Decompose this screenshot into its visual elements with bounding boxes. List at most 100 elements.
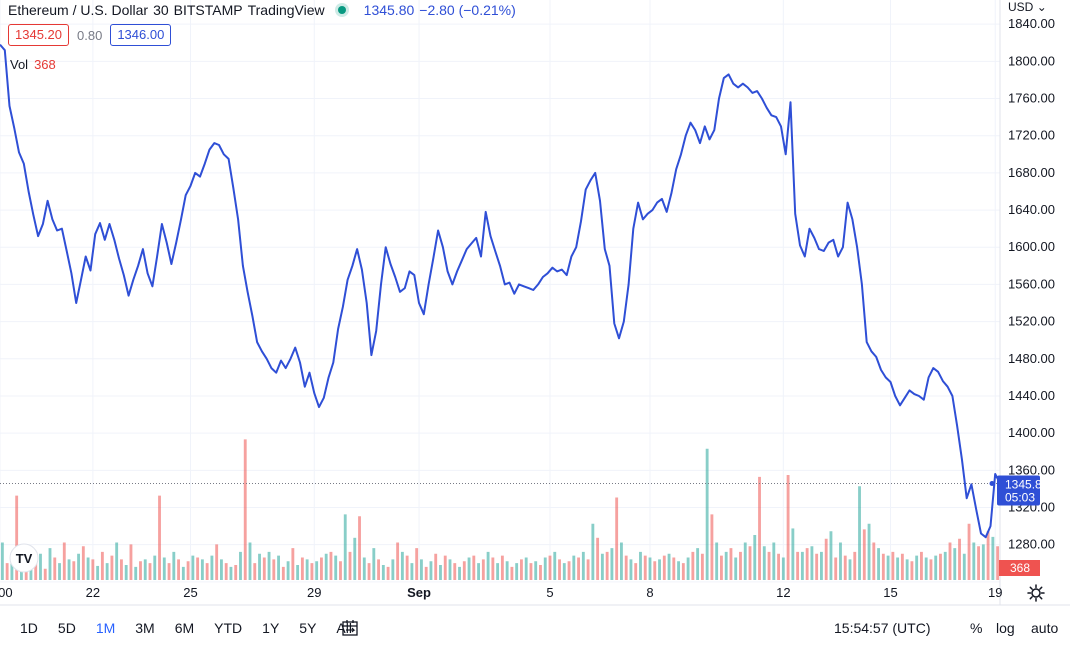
volume-bar: [134, 566, 138, 580]
symbol-name: Ethereum / U.S. Dollar: [8, 2, 149, 18]
volume-bar: [562, 563, 566, 580]
volume-bar: [10, 555, 14, 580]
volume-bar: [96, 565, 100, 580]
volume-bar: [272, 559, 276, 580]
volume-bar: [305, 559, 309, 580]
volume-bar: [948, 542, 952, 580]
volume-bar: [439, 565, 442, 580]
volume-bar: [196, 557, 200, 580]
volume-bar: [29, 566, 33, 580]
volume-bar: [296, 565, 300, 580]
volume-bar: [462, 561, 466, 580]
date-range-icon[interactable]: [340, 618, 360, 641]
x-tick-label: 15: [883, 585, 897, 600]
bottom-toolbar: 1D 5D 1M 3M 6M YTD 1Y 5Y All 15:54:57 (U…: [0, 612, 1070, 644]
utc-clock[interactable]: 15:54:57 (UTC): [834, 620, 931, 636]
y-axis[interactable]: 1840.00 1800.00 1760.00 1720.00 1680.00 1640.…: [999, 0, 1070, 605]
volume-bar: [629, 559, 633, 580]
volume-bar: [520, 559, 523, 580]
volume-bar: [662, 555, 666, 580]
volume-bar: [434, 553, 438, 580]
log-toggle[interactable]: log: [996, 620, 1015, 636]
volume-bar: [410, 563, 414, 580]
volume-bar: [491, 557, 495, 580]
volume-bar: [886, 555, 890, 580]
price-change: −2.80 (−0.21%): [419, 2, 516, 18]
symbol-provider: TradingView: [247, 2, 325, 18]
range-3m[interactable]: 3M: [135, 620, 155, 636]
price-line: [0, 43, 1001, 539]
volume-bar: [310, 563, 314, 580]
volume-bar: [639, 551, 642, 580]
symbol-interval: 30: [153, 2, 169, 18]
volume-bar: [815, 553, 819, 580]
y-tick-label: 1280.00: [1008, 537, 1055, 552]
tradingview-logo[interactable]: TV: [9, 543, 39, 573]
volume-bar: [58, 563, 61, 580]
range-1d[interactable]: 1D: [20, 620, 38, 636]
range-5y[interactable]: 5Y: [299, 620, 317, 636]
ask-price[interactable]: 1346.00: [110, 24, 172, 46]
spread-value: 0.80: [77, 27, 103, 43]
gear-icon[interactable]: [1026, 583, 1046, 608]
volume-bar: [372, 548, 376, 580]
volume-bar: [339, 561, 342, 580]
volume-bar: [796, 551, 800, 580]
volume-bar: [320, 557, 323, 580]
volume-bar: [724, 551, 728, 580]
volume-bar: [605, 551, 609, 580]
volume-bar: [477, 563, 480, 580]
volume-bar: [220, 559, 223, 580]
volume-bar: [634, 563, 638, 580]
volume-bar: [139, 561, 142, 580]
volume-bar: [143, 559, 147, 580]
volume-bar: [386, 566, 390, 580]
percent-toggle[interactable]: %: [970, 620, 983, 636]
volume-bar: [524, 557, 528, 580]
volume-bar: [672, 557, 676, 580]
range-all[interactable]: All: [336, 620, 352, 636]
volume-bar: [700, 553, 704, 580]
volume-bar: [424, 566, 428, 580]
volume-bar: [648, 557, 652, 580]
volume-bar: [681, 563, 685, 580]
volume-bar: [381, 565, 385, 580]
auto-toggle[interactable]: auto: [1031, 620, 1059, 636]
volume-bar: [591, 523, 595, 580]
x-axis[interactable]: 6:00 22 25 29 Sep 5 8 12 15 19: [0, 585, 1070, 606]
volume-bar: [839, 542, 842, 580]
range-6m[interactable]: 6M: [174, 620, 195, 636]
volume-bar: [720, 555, 723, 580]
x-tick-label: 29: [307, 585, 321, 600]
last-price-dot: [989, 481, 995, 487]
range-1m[interactable]: 1M: [95, 620, 116, 636]
bid-price[interactable]: 1345.20: [8, 24, 69, 46]
volume-bar: [258, 553, 261, 580]
volume-bar: [48, 548, 52, 580]
volume-bar: [577, 557, 580, 580]
volume-bar: [472, 555, 476, 580]
range-ytd[interactable]: YTD: [214, 620, 243, 636]
last-price: 1345.80: [363, 2, 415, 18]
volume-bar: [653, 561, 657, 580]
volume-bar: [786, 475, 790, 580]
range-1y[interactable]: 1Y: [262, 620, 280, 636]
symbol-legend[interactable]: Ethereum / U.S. Dollar 30 BITSTAMP Tradi…: [8, 0, 521, 20]
volume-bar: [443, 555, 447, 580]
volume-bar: [986, 531, 990, 580]
x-tick-label: 8: [646, 585, 653, 600]
volume-bar: [67, 559, 71, 580]
range-5d[interactable]: 5D: [57, 620, 76, 636]
volume-legend[interactable]: Vol 368: [10, 57, 56, 72]
grid: [0, 0, 1000, 583]
volume-bar: [500, 555, 504, 580]
volume-bar: [539, 565, 542, 580]
currency-selector[interactable]: USD ⌄: [1008, 0, 1047, 14]
volume-bar: [615, 497, 619, 580]
volume-bar: [910, 561, 914, 580]
volume-bar: [448, 559, 452, 580]
volume-bar: [348, 551, 352, 580]
